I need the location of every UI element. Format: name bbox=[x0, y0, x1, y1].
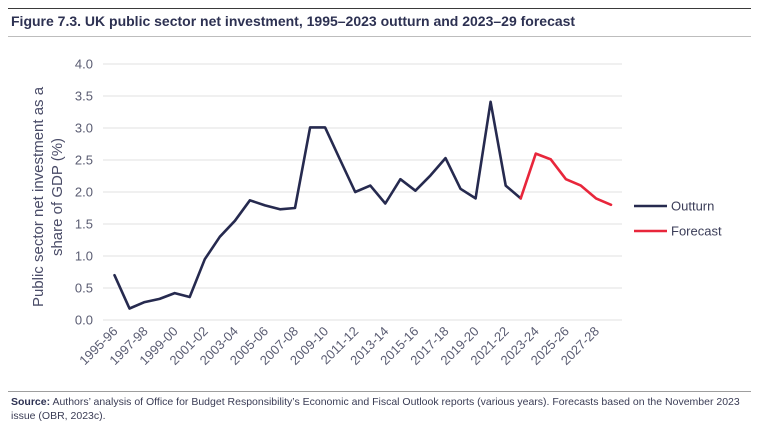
y-axis-ticks: 0.0 0.5 1.0 1.5 2.0 2.5 3.0 3.5 4.0 bbox=[75, 57, 93, 328]
y-tick-label: 3.0 bbox=[75, 121, 93, 136]
y-tick-label: 1.5 bbox=[75, 217, 93, 232]
line-chart: 0.0 0.5 1.0 1.5 2.0 2.5 3.0 3.5 4.0 1995-961997-… bbox=[30, 57, 722, 368]
y-axis-label-line: share of GDP (%) bbox=[49, 138, 66, 256]
series-line-outturn bbox=[113, 100, 523, 310]
footer-rule bbox=[8, 391, 751, 392]
title-divider bbox=[8, 36, 751, 37]
y-tick-label: 2.0 bbox=[75, 185, 93, 200]
source-note: Source: Authors’ analysis of Office for … bbox=[11, 395, 746, 423]
y-tick-label: 0.5 bbox=[75, 281, 93, 296]
y-axis-label: Public sector net investment as a share o… bbox=[30, 86, 66, 307]
source-text: Authors’ analysis of Office for Budget R… bbox=[11, 396, 740, 422]
y-tick-label: 3.5 bbox=[75, 89, 93, 104]
series-line-forecast bbox=[519, 152, 613, 207]
y-tick-label: 0.0 bbox=[75, 313, 93, 328]
y-tick-label: 1.0 bbox=[75, 249, 93, 264]
y-tick-label: 4.0 bbox=[75, 57, 93, 72]
y-tick-label: 2.5 bbox=[75, 153, 93, 168]
grid bbox=[103, 63, 622, 321]
y-axis-label-line: Public sector net investment as a bbox=[30, 86, 47, 307]
legend: Outturn Forecast bbox=[634, 199, 722, 239]
top-rule bbox=[8, 8, 751, 9]
legend-label-forecast: Forecast bbox=[671, 224, 722, 239]
source-label: Source: bbox=[11, 396, 51, 408]
legend-label-outturn: Outturn bbox=[671, 199, 714, 214]
series bbox=[113, 100, 613, 310]
figure-title: Figure 7.3. UK public sector net investm… bbox=[11, 13, 576, 29]
x-axis-ticks: 1995-961997-981999-002001-022003-042005-… bbox=[76, 324, 602, 368]
